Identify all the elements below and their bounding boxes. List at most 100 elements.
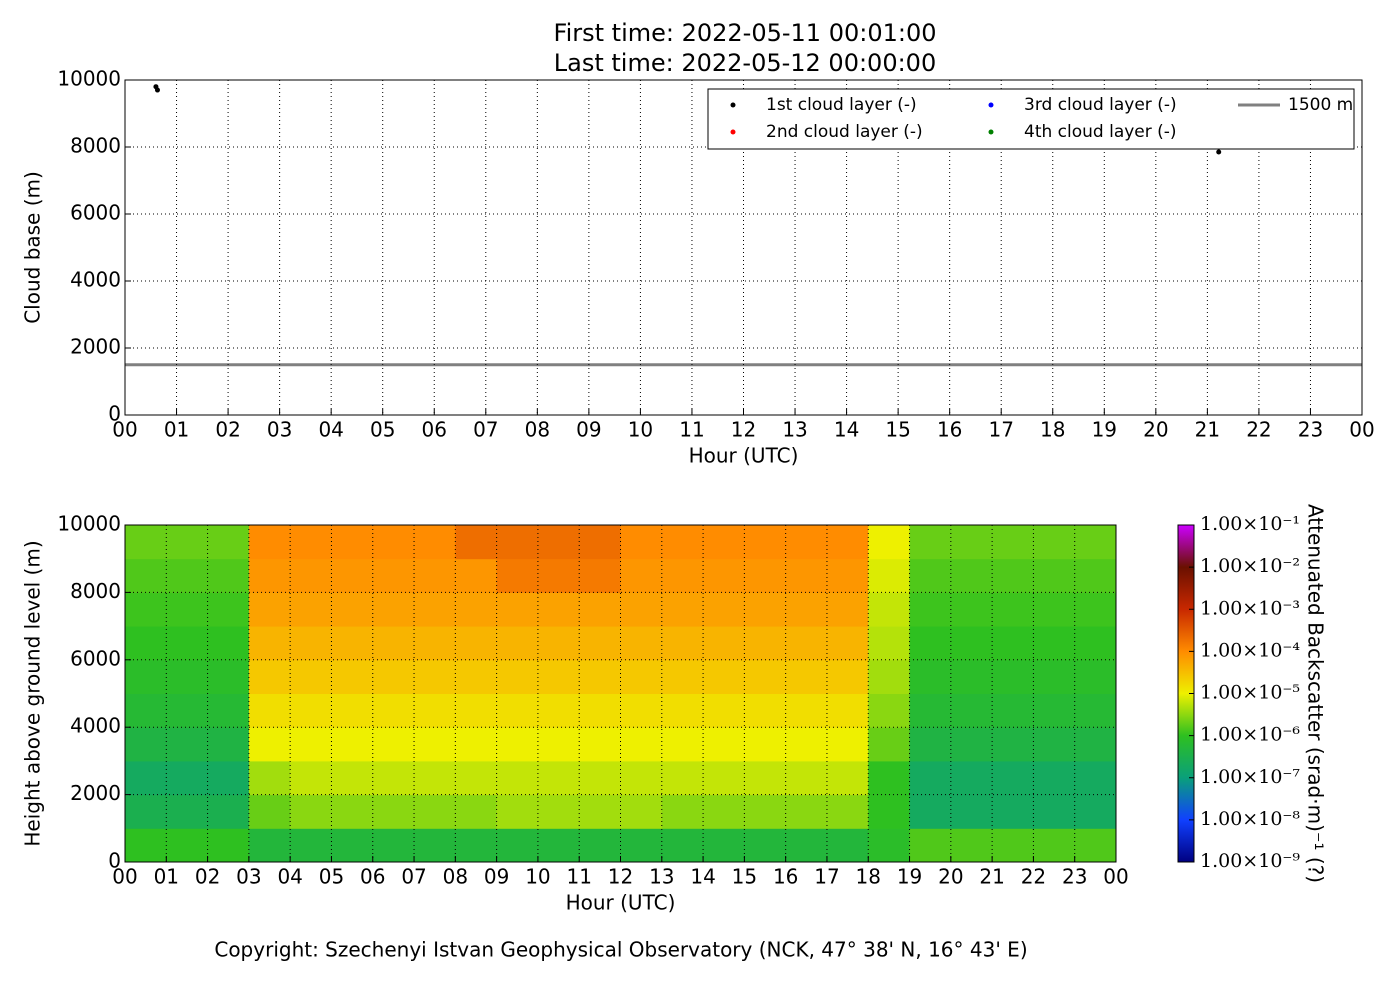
heat-cell (620, 760, 663, 796)
heat-cell (744, 693, 787, 728)
heat-cell (909, 828, 952, 863)
colorbar-tick-label: 1.00×10⁻² (1200, 555, 1300, 577)
heat-cell (703, 558, 745, 593)
y-axis-label: Cloud base (m) (21, 171, 45, 324)
heat-cell (166, 727, 209, 762)
heat-cell (248, 794, 291, 829)
heat-cell (950, 727, 993, 762)
heat-cell (290, 794, 332, 829)
heat-cell (868, 693, 911, 728)
heat-cell (661, 558, 704, 593)
y-tick-label: 2000 (70, 335, 121, 359)
heat-cell (1033, 558, 1076, 593)
heat-cell (1033, 626, 1076, 661)
x-tick-label: 02 (215, 418, 240, 442)
heat-cell (372, 659, 415, 694)
x-tick-label: 02 (195, 865, 220, 889)
heat-cell (620, 659, 663, 694)
heat-cell (579, 794, 621, 829)
heat-cell (868, 525, 911, 560)
heat-cell (496, 828, 539, 863)
heat-cell (207, 525, 250, 560)
x-tick-label: 08 (443, 865, 468, 889)
colorbar-tick-label: 1.00×10⁻³ (1200, 597, 1300, 619)
x-tick-label: 14 (834, 418, 859, 442)
heat-cell (331, 558, 374, 593)
x-tick-label: 15 (732, 865, 757, 889)
y-tick-label: 8000 (70, 579, 121, 603)
heat-cell (331, 592, 374, 627)
heat-cell (414, 525, 456, 560)
heat-cell (331, 828, 374, 863)
heat-cell (207, 558, 250, 593)
x-tick-label: 00 (1349, 418, 1374, 442)
heat-cell (909, 727, 952, 762)
heat-cell (290, 828, 332, 863)
heat-cell (992, 760, 1034, 796)
heat-cell (868, 558, 911, 593)
x-tick-label: 13 (782, 418, 807, 442)
heat-cell (496, 558, 539, 593)
heat-cell (1033, 693, 1076, 728)
heat-cell (1033, 659, 1076, 694)
heat-cell (785, 828, 828, 863)
heat-cell (868, 760, 911, 796)
heat-cell (1033, 525, 1076, 560)
heat-cell (455, 525, 498, 560)
x-tick-label: 13 (649, 865, 674, 889)
heat-cell (620, 626, 663, 661)
heat-cell (826, 558, 869, 593)
heat-cell (1074, 626, 1117, 661)
heat-cell (1074, 693, 1117, 728)
heat-cell (414, 693, 456, 728)
heat-cell (537, 760, 580, 796)
x-axis-label: Hour (UTC) (566, 891, 676, 915)
y-tick-label: 10000 (57, 512, 121, 536)
heat-cell (125, 659, 167, 694)
heat-cell (826, 727, 869, 762)
heat-cell (661, 693, 704, 728)
heat-cell (992, 659, 1034, 694)
heat-cell (826, 525, 869, 560)
heat-cell (496, 592, 539, 627)
heat-cell (207, 760, 250, 796)
heat-cell (703, 828, 745, 863)
heat-cell (207, 626, 250, 661)
heat-cell (537, 794, 580, 829)
x-tick-label: 04 (318, 418, 343, 442)
copyright: Copyright: Szechenyi Istvan Geophysical … (214, 938, 1027, 962)
heat-cell (290, 659, 332, 694)
heat-cell (579, 727, 621, 762)
heat-cell (950, 659, 993, 694)
heat-cell (826, 626, 869, 661)
heat-cell (950, 693, 993, 728)
y-tick-label: 4000 (70, 268, 121, 292)
heat-cell (455, 626, 498, 661)
heat-cell (1033, 592, 1076, 627)
heat-cell (414, 659, 456, 694)
heat-cell (992, 693, 1034, 728)
heat-cell (331, 626, 374, 661)
heat-cell (950, 558, 993, 593)
x-tick-label: 19 (1092, 418, 1117, 442)
heat-cell (372, 592, 415, 627)
heat-cell (950, 626, 993, 661)
heat-cell (125, 592, 167, 627)
heat-cell (537, 592, 580, 627)
heat-cell (703, 659, 745, 694)
y-tick-label: 0 (108, 402, 121, 426)
heat-cell (372, 727, 415, 762)
legend-marker (988, 102, 994, 108)
x-tick-label: 01 (164, 418, 189, 442)
x-tick-label: 17 (814, 865, 839, 889)
heat-cell (537, 558, 580, 593)
legend-label: 3rd cloud layer (-) (1024, 95, 1177, 115)
heat-cell (290, 626, 332, 661)
heat-cell (579, 558, 621, 593)
heat-cell (661, 760, 704, 796)
legend-box (707, 88, 1355, 150)
x-tick-label: 09 (576, 418, 601, 442)
legend-label: 2nd cloud layer (-) (766, 122, 923, 142)
heat-cell (290, 760, 332, 796)
x-tick-label: 20 (938, 865, 963, 889)
